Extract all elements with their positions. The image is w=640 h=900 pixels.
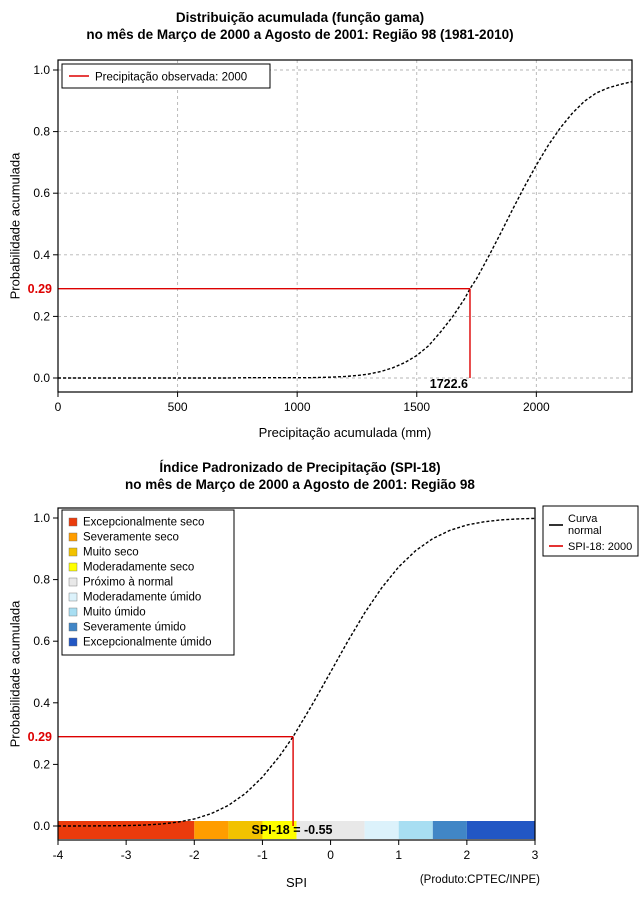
spi-plot-layer: -4 -3 -2 -1 0 1 2 3 0.0 0.2 0.4 0.6 0.8 1.0 Excepciona… — [33, 505, 639, 862]
spi-colorbar-segment — [398, 821, 433, 839]
x-tick-label: 2000 — [523, 400, 550, 414]
category-label: Severamente seco — [83, 532, 179, 544]
spi-subtitle: no mês de Março de 2000 a Agosto de 2001… — [125, 477, 475, 493]
category-swatch-icon — [68, 637, 78, 647]
x-tick-label: 0 — [55, 400, 62, 414]
y-tick-label: 0.2 — [33, 757, 50, 771]
x-tick-label: 1 — [395, 848, 402, 862]
x-tick-label: -3 — [121, 848, 132, 862]
spi-category-legend-box — [61, 509, 235, 656]
spi-colorbar-segment — [194, 821, 229, 839]
gamma-subtitle: no mês de Março de 2000 a Agosto de 2001… — [86, 27, 514, 43]
gamma-x-axis-label: Precipitação acumulada (mm) — [258, 425, 432, 440]
spi-line-legend-box — [542, 505, 639, 557]
product-credit: (Produto:CPTEC/INPE) — [419, 874, 540, 886]
gamma-title-block: Distribuição acumulada (função gama) no … — [0, 9, 600, 44]
spi-colorbar-segment — [262, 821, 297, 839]
spi-value-annotation: SPI-18 = -0.55 — [252, 823, 333, 837]
category-label: Excepcionalmente seco — [83, 517, 204, 529]
spi-colorbar-segment — [296, 821, 365, 839]
spi-title: Índice Padronizado de Precipitação (SPI-… — [159, 460, 441, 475]
category-label: Próximo à normal — [83, 577, 173, 589]
x-tick-label: 500 — [168, 400, 188, 414]
gamma-legend-box — [61, 63, 271, 89]
x-tick-label: 1000 — [284, 400, 311, 414]
category-swatch-icon — [68, 547, 78, 557]
category-label: Muito úmido — [83, 607, 146, 619]
category-swatch-icon — [68, 517, 78, 527]
x-tick-label: -4 — [53, 848, 64, 862]
y-tick-label: 0.0 — [33, 371, 50, 385]
gamma-y-axis-label: Probabilidade acumulada — [7, 152, 23, 300]
y-tick-label: 0.2 — [33, 309, 50, 323]
y-tick-label: 0.8 — [33, 125, 50, 139]
gamma-ref-probability-label: 0.29 — [28, 282, 52, 296]
spi-colorbar-segment — [466, 821, 535, 839]
spi-plot-border — [57, 507, 536, 841]
spi-y-axis-label: Probabilidade acumulada — [7, 600, 23, 748]
x-tick-label: -1 — [257, 848, 268, 862]
category-label: Severamente úmido — [83, 622, 186, 634]
x-tick-label: -2 — [189, 848, 200, 862]
spi-observed-label: SPI-18: 2000 — [568, 541, 632, 553]
x-tick-label: 0 — [327, 848, 334, 862]
category-swatch-icon — [68, 577, 78, 587]
spi-cdf-curve — [58, 517, 536, 827]
category-swatch-icon — [68, 592, 78, 602]
gamma-plot-layer: 0 500 1000 1500 2000 0.0 0.2 0.4 0.6 0.8 1.0 — [33, 59, 633, 414]
x-tick-label: 2 — [464, 848, 471, 862]
gamma-ref-precip-label: 1722.6 — [430, 377, 468, 391]
y-tick-label: 1.0 — [33, 511, 50, 525]
category-swatch-icon — [68, 562, 78, 572]
category-swatch-icon — [68, 532, 78, 542]
normal-curve-label-line1: Curva — [568, 513, 598, 525]
category-label: Excepcionalmente úmido — [83, 637, 212, 649]
spi-title-block: Índice Padronizado de Precipitação (SPI-… — [0, 459, 600, 494]
gamma-title: Distribuição acumulada (função gama) — [175, 10, 425, 25]
gamma-cdf-curve — [58, 81, 633, 379]
x-tick-label: 3 — [532, 848, 539, 862]
y-tick-label: 0.6 — [33, 186, 50, 200]
y-tick-label: 0.8 — [33, 573, 50, 587]
spi-x-axis-label: SPI — [286, 875, 307, 890]
category-label: Moderadamente úmido — [83, 592, 201, 604]
category-swatch-icon — [68, 622, 78, 632]
gamma-legend: Precipitação observada: 2000 — [61, 63, 271, 89]
spi-cdf-chart: -4 -3 -2 -1 0 1 2 3 0.0 0.2 0.4 0.6 0.8 1.0 Excepciona… — [0, 450, 640, 900]
spi-colorbar-segment — [228, 821, 263, 839]
spi-colorbar-segment — [364, 821, 399, 839]
normal-curve-label-line2: normal — [568, 525, 602, 537]
gamma-legend-label: Precipitação observada: 2000 — [95, 72, 247, 84]
gamma-plot-border — [57, 59, 633, 393]
category-swatch-icon — [68, 607, 78, 617]
gamma-cdf-canvas: 0 500 1000 1500 2000 0.0 0.2 0.4 0.6 0.8 1.0 Preci… — [28, 59, 633, 414]
y-tick-label: 0.4 — [33, 696, 50, 710]
gamma-cdf-chart: 0 500 1000 1500 2000 0.0 0.2 0.4 0.6 0.8 1.0 Preci… — [0, 9, 633, 440]
y-tick-label: 0.4 — [33, 248, 50, 262]
y-tick-label: 1.0 — [33, 63, 50, 77]
y-tick-label: 0.0 — [33, 819, 50, 833]
x-tick-label: 1500 — [403, 400, 430, 414]
gamma-plot-area — [58, 60, 632, 392]
category-label: Moderadamente seco — [83, 562, 194, 574]
spi-cdf-canvas: -4 -3 -2 -1 0 1 2 3 0.0 0.2 0.4 0.6 0.8 1.0 Excepciona… — [28, 505, 639, 862]
category-label: Muito seco — [83, 547, 139, 559]
spi-ref-probability-label: 0.29 — [28, 730, 52, 744]
spi-colorbar-segment — [432, 821, 467, 839]
spi-colorbar-segment — [58, 821, 195, 839]
y-tick-label: 0.6 — [33, 634, 50, 648]
